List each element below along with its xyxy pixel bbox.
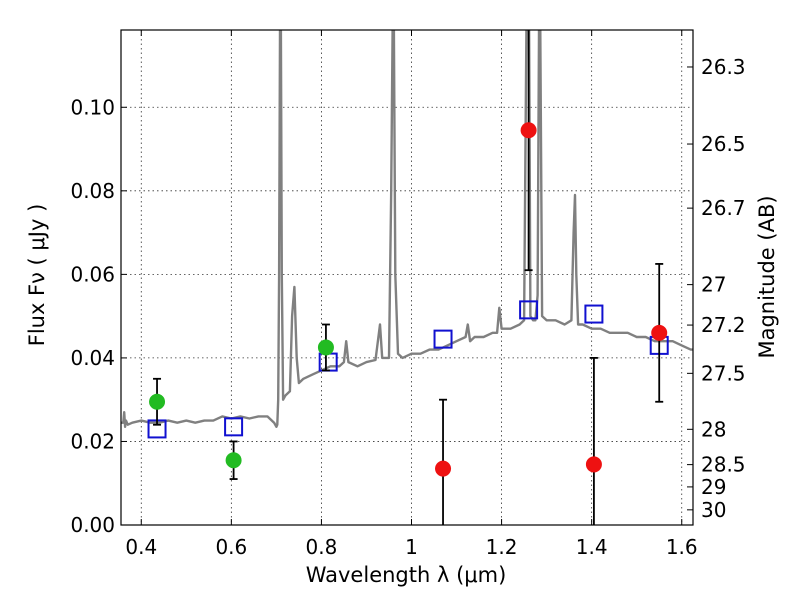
model-photometry-point [224, 417, 244, 437]
mag-tick-label: 26.5 [701, 132, 746, 156]
grid-lines [121, 30, 693, 526]
observed-green-point [317, 339, 334, 356]
mag-tick-label: 26.7 [701, 196, 746, 220]
y-tick-label: 0.00 [70, 513, 115, 537]
x-tick-label: 0.6 [215, 535, 247, 559]
x-tick-label: 0.4 [125, 535, 157, 559]
mag-tick-label: 30 [701, 498, 726, 522]
observed-green-point [149, 393, 166, 410]
x-tick-label: 1 [405, 535, 418, 559]
y-tick-label: 0.06 [70, 262, 115, 286]
axes: 0.4 0.6 0.8 1 1.2 1.4 1.6 0.00 0.02 0.04 0.06 0.08 0… [70, 30, 746, 559]
y-tick-label: 0.08 [70, 179, 115, 203]
observed-green-point [225, 452, 242, 469]
x-tick-label: 1.2 [486, 535, 518, 559]
y-tick-label: 0.04 [70, 346, 115, 370]
x-tick-label: 1.6 [666, 535, 698, 559]
mag-tick-label: 29 [701, 475, 726, 499]
mag-tick-label: 27 [701, 273, 726, 297]
spectrum-line [121, 30, 693, 428]
x-tick-label: 1.4 [576, 535, 608, 559]
x-axis-label: Wavelength λ (μm) [306, 563, 507, 587]
x-tick-label: 0.8 [306, 535, 338, 559]
y-tick-label: 0.02 [70, 429, 115, 453]
y2-axis-label: Magnitude (AB) [755, 195, 779, 358]
mag-tick-label: 26.3 [701, 55, 746, 79]
plot-frame [120, 29, 694, 526]
observed-red-point [585, 456, 602, 473]
model-photometry-point [584, 304, 604, 324]
mag-tick-label: 27.2 [701, 313, 746, 337]
mag-tick-label: 27.5 [701, 361, 746, 385]
observed-red-point [435, 460, 452, 477]
mag-tick-label: 28.5 [701, 453, 746, 477]
model-photometry-point [519, 300, 539, 320]
model-photometry-point [433, 329, 453, 349]
observed-red-point [651, 324, 668, 341]
y-axis-label: Flux Fν ( μJy ) [25, 204, 49, 347]
data-layer [121, 30, 693, 525]
mag-tick-label: 28 [701, 417, 726, 441]
y-tick-label: 0.10 [70, 95, 115, 119]
observed-red-point [520, 122, 537, 139]
